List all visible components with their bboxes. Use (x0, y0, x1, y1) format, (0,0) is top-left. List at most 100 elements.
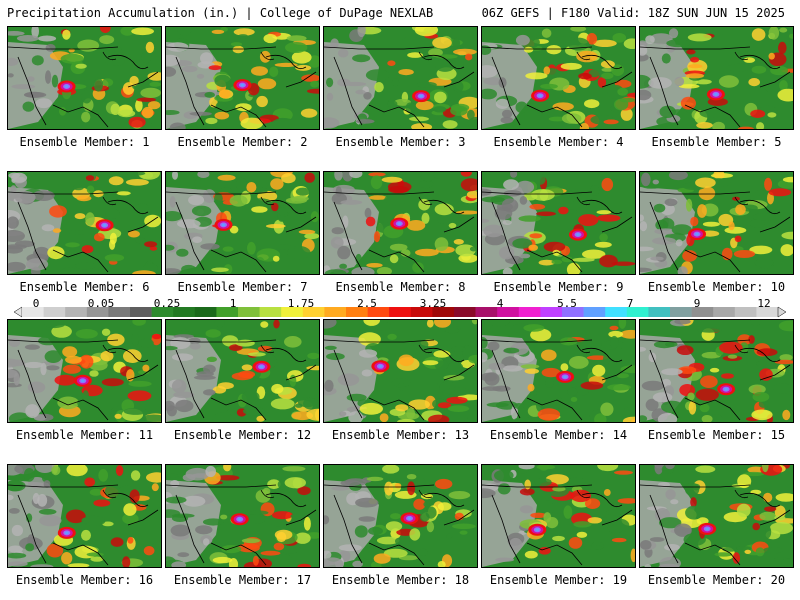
ensemble-member-label: Ensemble Member: 20 (647, 573, 786, 587)
colorbar-swatch (130, 307, 152, 317)
colorbar-swatch (216, 307, 239, 317)
colorbar-tick-label: 7 (626, 297, 634, 310)
colorbar-swatch (454, 307, 476, 317)
ensemble-member-label: Ensemble Member: 16 (15, 573, 154, 587)
colorbar-swatch (626, 307, 649, 317)
colorbar-tick-label: 4 (496, 297, 504, 310)
ensemble-map-panel (481, 171, 636, 275)
precipitation-colorbar (14, 306, 786, 318)
colorbar-swatch (43, 307, 66, 317)
ensemble-map-panel (7, 26, 162, 130)
colorbar-max-arrow (777, 306, 786, 318)
ensemble-map-panel (323, 319, 478, 423)
precip-map (482, 465, 635, 567)
precip-map (640, 465, 793, 567)
colorbar-swatch (302, 307, 325, 317)
colorbar-swatch (65, 307, 88, 317)
colorbar-swatch (562, 307, 584, 317)
ensemble-member-label: Ensemble Member: 11 (15, 428, 154, 442)
precip-map (640, 172, 793, 274)
colorbar-swatch (691, 307, 714, 317)
colorbar-tick-label: 12 (757, 297, 771, 310)
precip-map (8, 172, 161, 274)
colorbar-swatch (367, 307, 390, 317)
ensemble-member-label: Ensemble Member: 12 (173, 428, 312, 442)
ensemble-map-panel (165, 464, 320, 568)
colorbar-tick-label: 0.05 (87, 297, 115, 310)
colorbar-swatch (756, 307, 779, 317)
ensemble-map-panel (7, 319, 162, 423)
ensemble-member-label: Ensemble Member: 17 (173, 573, 312, 587)
ensemble-member-label: Ensemble Member: 7 (177, 280, 308, 294)
ensemble-map-panel (7, 464, 162, 568)
ensemble-map-panel (639, 464, 794, 568)
ensemble-map-panel (639, 26, 794, 130)
colorbar-swatch (22, 307, 44, 317)
colorbar-swatch (583, 307, 606, 317)
colorbar-swatch (648, 307, 671, 317)
ensemble-map-panel (165, 171, 320, 275)
ensemble-map-panel (165, 26, 320, 130)
colorbar-swatch (389, 307, 412, 317)
ensemble-member-label: Ensemble Member: 2 (177, 135, 308, 149)
ensemble-member-label: Ensemble Member: 18 (331, 573, 470, 587)
precip-map (166, 172, 319, 274)
colorbar-swatch (86, 307, 109, 317)
colorbar-swatch (713, 307, 736, 317)
ensemble-member-label: Ensemble Member: 4 (493, 135, 624, 149)
colorbar-swatch (173, 307, 196, 317)
precip-map (324, 172, 477, 274)
ensemble-member-label: Ensemble Member: 3 (335, 135, 466, 149)
colorbar-swatch (281, 307, 304, 317)
precip-map (8, 320, 161, 422)
colorbar-tick-label: 0 (32, 297, 40, 310)
colorbar-swatch (670, 307, 692, 317)
ensemble-map-panel (323, 171, 478, 275)
precip-map (8, 465, 161, 567)
ensemble-member-label: Ensemble Member: 19 (489, 573, 628, 587)
colorbar-swatch (540, 307, 563, 317)
colorbar-swatch (346, 307, 368, 317)
colorbar-swatch (259, 307, 282, 317)
ensemble-member-label: Ensemble Member: 13 (331, 428, 470, 442)
colorbar-tick-label: 3.25 (419, 297, 447, 310)
colorbar-swatch (151, 307, 174, 317)
colorbar-tick-label: 2.5 (357, 297, 377, 310)
precip-map (640, 27, 793, 129)
colorbar-tick-label: 1 (229, 297, 237, 310)
precip-map (166, 320, 319, 422)
ensemble-member-label: Ensemble Member: 15 (647, 428, 786, 442)
colorbar-swatch (238, 307, 260, 317)
colorbar-swatch (108, 307, 131, 317)
precip-map (166, 27, 319, 129)
precip-map (324, 27, 477, 129)
ensemble-map-panel (481, 464, 636, 568)
colorbar-tick-label: 9 (693, 297, 701, 310)
ensemble-map-panel (323, 26, 478, 130)
chart-title: Precipitation Accumulation (in.) | Colle… (7, 6, 434, 20)
colorbar-tick-label: 0.25 (153, 297, 181, 310)
colorbar-tick-label: 5.5 (557, 297, 577, 310)
ensemble-member-label: Ensemble Member: 5 (651, 135, 782, 149)
precip-map (640, 320, 793, 422)
ensemble-member-label: Ensemble Member: 1 (19, 135, 150, 149)
ensemble-map-panel (481, 319, 636, 423)
colorbar-swatch (734, 307, 757, 317)
ensemble-member-label: Ensemble Member: 8 (335, 280, 466, 294)
precip-map (8, 27, 161, 129)
model-run-info: 06Z GEFS | F180 Valid: 18Z SUN JUN 15 20… (481, 6, 785, 20)
colorbar-min-arrow (14, 306, 23, 318)
colorbar-swatch (432, 307, 455, 317)
ensemble-map-panel (639, 171, 794, 275)
ensemble-map-panel (639, 319, 794, 423)
colorbar-swatch (475, 307, 498, 317)
ensemble-map-panel (165, 319, 320, 423)
precip-map (324, 320, 477, 422)
ensemble-member-label: Ensemble Member: 6 (19, 280, 150, 294)
precip-map (482, 172, 635, 274)
ensemble-member-label: Ensemble Member: 10 (647, 280, 786, 294)
ensemble-map-panel (7, 171, 162, 275)
colorbar-swatch (324, 307, 347, 317)
colorbar-swatch (518, 307, 541, 317)
precip-map (482, 320, 635, 422)
